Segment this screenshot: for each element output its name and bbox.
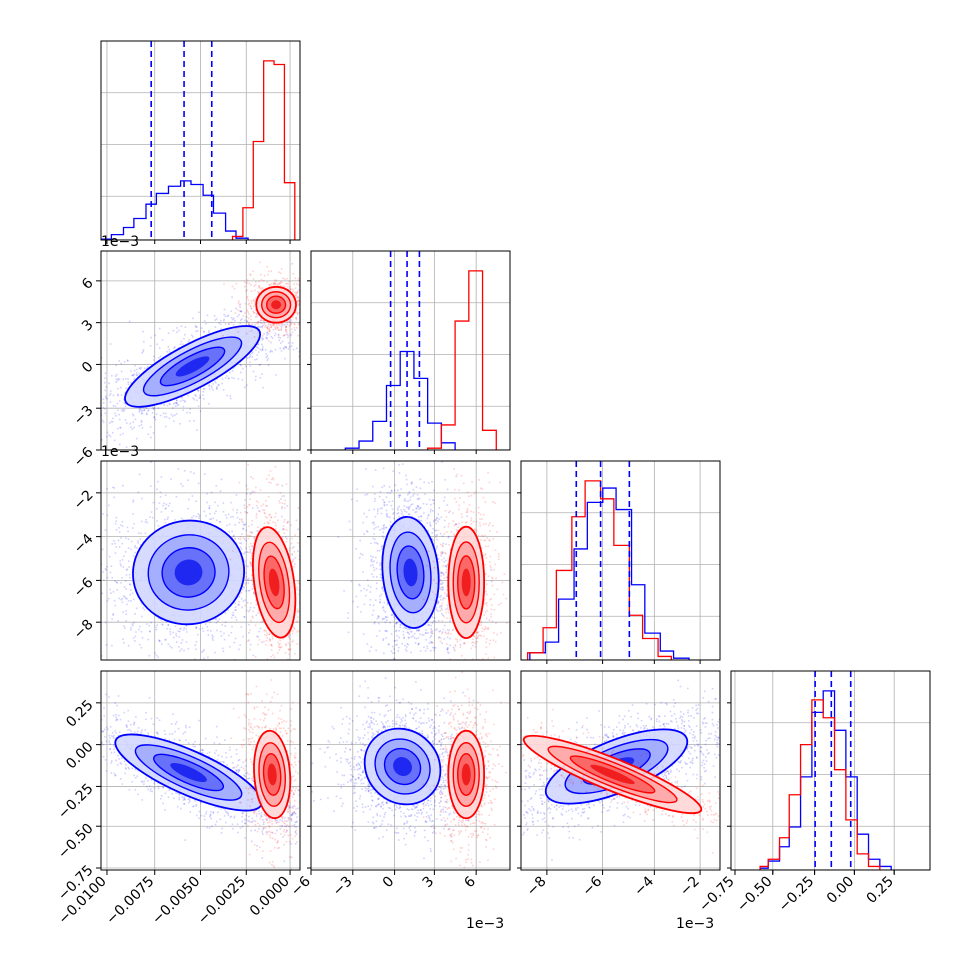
x-offset-label-col2: 1e−3 <box>676 916 714 932</box>
hist-p22-series-0 <box>529 487 690 660</box>
x-tick-label-col3: −0.50 <box>734 874 776 916</box>
hist-p00-series-1 <box>231 60 296 240</box>
panel-p33 <box>730 670 931 871</box>
hist-p11-series-1 <box>427 270 497 450</box>
x-tick-label-col2: −6 <box>580 873 606 899</box>
x-tick-label-col1: 0 <box>380 874 398 892</box>
contour-p30-series-1-level-3 <box>267 763 277 786</box>
panel-p00 <box>100 40 301 241</box>
contour-p21-series-0-level-3 <box>403 558 418 587</box>
y-tick-label-row1: −3 <box>71 403 97 429</box>
x-tick-label-col2: −4 <box>631 873 657 899</box>
panel-p30 <box>100 670 301 871</box>
x-tick-label-col3: −0.75 <box>696 874 738 916</box>
contour-p10-series-1-level-3 <box>271 300 282 310</box>
y-tick-label-row2: −2 <box>71 487 97 513</box>
x-tick-label-col1: −3 <box>330 874 356 900</box>
panel-layer <box>100 40 931 871</box>
contour-p31-series-1-level-3 <box>461 763 471 786</box>
panel-p22 <box>520 460 721 661</box>
y-tick-label-row3: −0.25 <box>55 781 97 823</box>
x-tick-label-col1: −6 <box>288 873 314 899</box>
x-tick-label-col3: 0.25 <box>864 874 897 907</box>
y-offset-label-row1: 1e−3 <box>101 234 139 250</box>
y-tick-label-row1: 6 <box>79 275 97 293</box>
x-tick-label-col0: 0.0000 <box>247 874 293 920</box>
x-tick-label-col2: −8 <box>524 874 550 900</box>
hist-p00-series-0 <box>101 180 249 240</box>
x-tick-label-col0: −0.0050 <box>149 874 203 928</box>
y-tick-label-row3: −0.50 <box>55 821 97 863</box>
y-tick-label-row3: 0.25 <box>63 697 96 730</box>
y-tick-label-row1: −6 <box>71 444 97 470</box>
y-offset-label-row2: 1e−3 <box>101 444 139 460</box>
x-tick-label-col3: 0.00 <box>824 874 857 907</box>
hist-p33-series-1 <box>759 699 881 870</box>
x-offset-label-col1: 1e−3 <box>466 916 504 932</box>
y-tick-label-row2: −4 <box>71 531 97 557</box>
hist-p22-series-1 <box>526 480 673 660</box>
panel-p31 <box>310 670 511 871</box>
panel-p11 <box>310 250 511 451</box>
x-tick-label-col1: 3 <box>420 874 438 892</box>
panel-p32 <box>520 670 721 871</box>
panel-p21 <box>310 460 511 661</box>
y-tick-label-row3: 0.00 <box>63 739 96 772</box>
contour-p32-series-1-level-3 <box>590 764 635 785</box>
x-tick-label-col3: −0.25 <box>776 874 818 916</box>
contour-p20-series-1-level-3 <box>268 568 280 597</box>
contour-p30-series-0-level-3 <box>170 762 207 783</box>
contour-p10-series-0-level-3 <box>175 356 210 377</box>
panel-p20 <box>100 460 301 661</box>
x-tick-label-col2: −2 <box>677 874 703 900</box>
x-tick-label-col0: −0.0075 <box>103 874 157 928</box>
contour-p21-series-1-level-3 <box>461 568 471 597</box>
x-tick-label-col0: −0.0025 <box>195 874 249 928</box>
contour-p31-series-0-level-3 <box>393 757 413 776</box>
contour-p20-series-0-level-3 <box>174 559 203 586</box>
y-tick-label-row1: 0 <box>79 359 97 377</box>
x-tick-label-col1: 6 <box>461 873 479 891</box>
panel-p10 <box>100 250 301 451</box>
y-tick-label-row2: −8 <box>71 617 97 643</box>
y-tick-label-row1: 3 <box>79 317 97 335</box>
y-tick-label-row2: −6 <box>71 575 97 601</box>
